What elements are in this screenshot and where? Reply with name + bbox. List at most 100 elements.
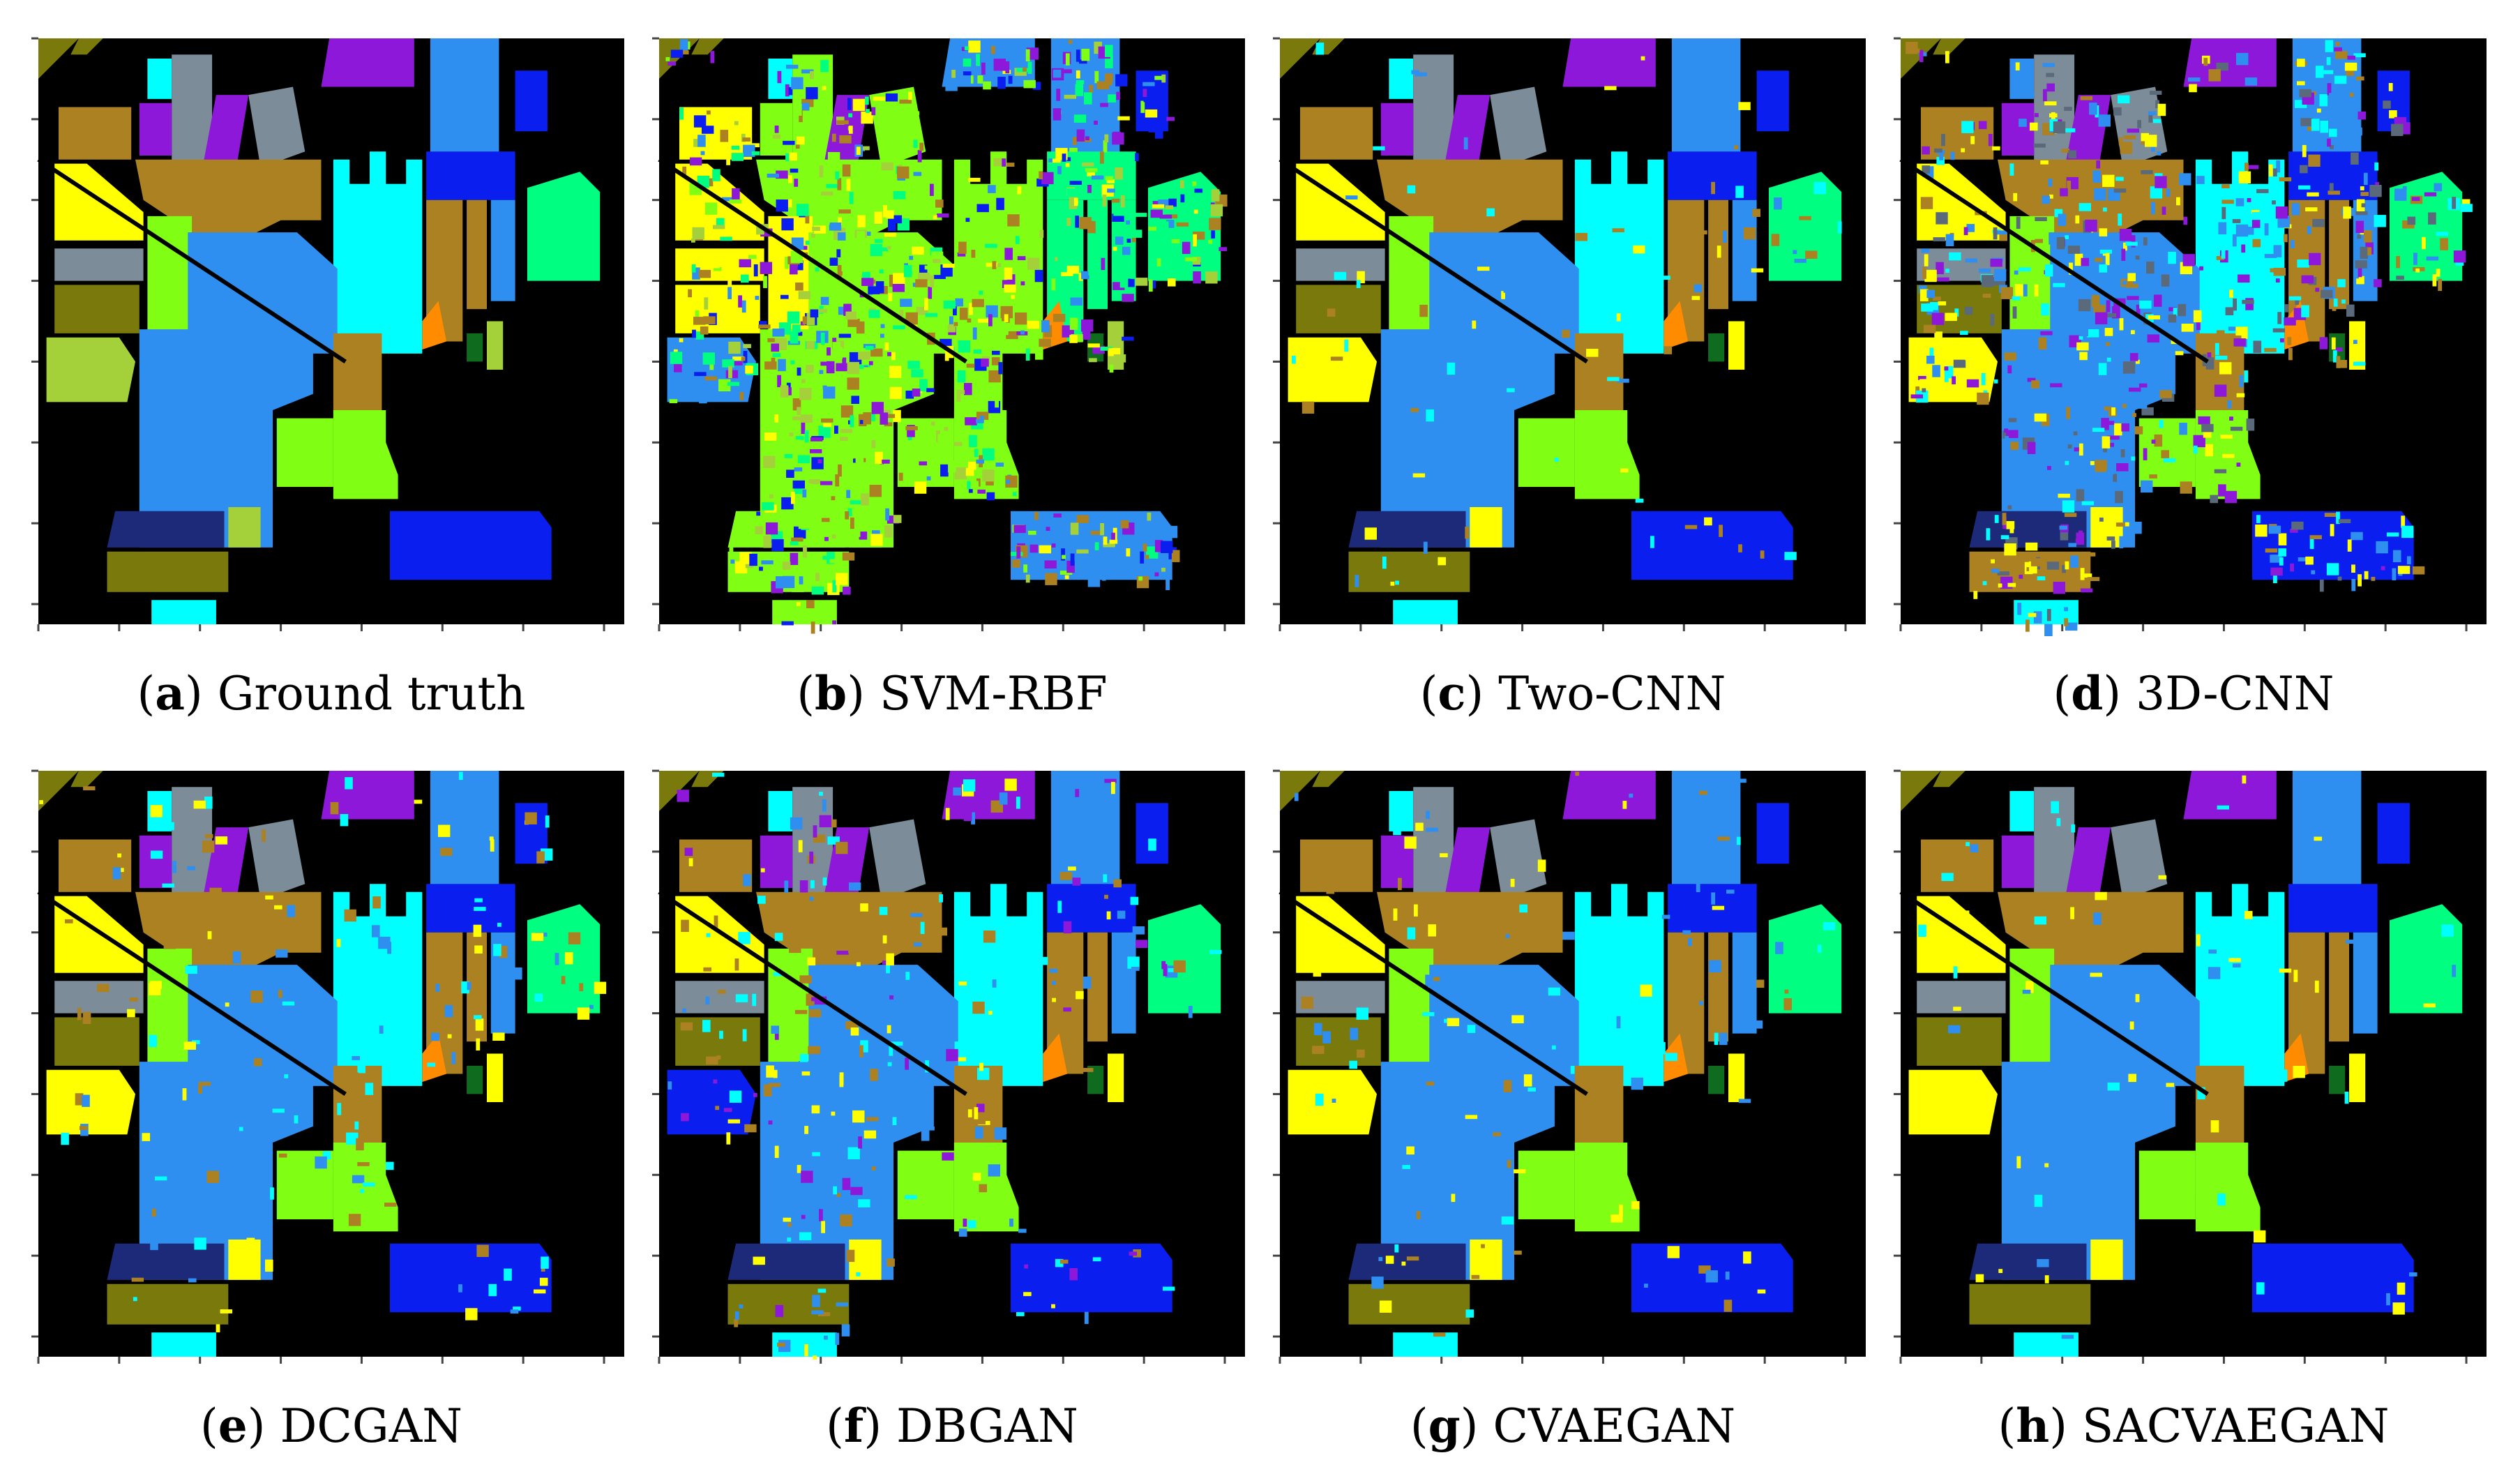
region-olive-top xyxy=(691,38,724,55)
speckle xyxy=(1687,937,1692,947)
speckle xyxy=(964,46,969,51)
speckle xyxy=(379,1025,384,1034)
speckle xyxy=(2048,179,2053,187)
speckle xyxy=(1965,910,1970,919)
speckle xyxy=(265,1259,273,1272)
region-orange-small xyxy=(422,1033,447,1083)
region-purple-top xyxy=(1562,771,1656,820)
speckle xyxy=(1575,771,1580,776)
speckle xyxy=(907,918,919,927)
speckle xyxy=(119,868,124,873)
speckle xyxy=(796,436,804,440)
speckle xyxy=(957,370,966,383)
speckle xyxy=(1553,171,1562,176)
speckle xyxy=(907,111,920,116)
speckle xyxy=(1014,312,1027,325)
speckle xyxy=(777,1342,785,1347)
speckle xyxy=(2215,342,2219,356)
speckle xyxy=(1066,218,1071,226)
speckle xyxy=(842,552,855,561)
speckle xyxy=(2216,256,2225,260)
speckle xyxy=(2406,556,2411,564)
speckle xyxy=(930,251,944,256)
speckle xyxy=(836,841,848,854)
speckle xyxy=(1154,540,1163,552)
speckle xyxy=(282,1001,295,1006)
speckle xyxy=(2062,564,2066,573)
speckle xyxy=(2046,83,2055,92)
speckle xyxy=(706,933,711,937)
speckle xyxy=(1115,167,1123,180)
speckle xyxy=(1181,181,1194,186)
speckle xyxy=(1622,801,1627,809)
speckle xyxy=(2080,96,2093,100)
speckle xyxy=(1919,379,1928,387)
speckle xyxy=(2423,1003,2436,1008)
speckle xyxy=(2273,575,2277,584)
speckle xyxy=(2080,324,2088,337)
speckle xyxy=(965,467,974,476)
region-green-right xyxy=(1769,172,1842,281)
speckle xyxy=(996,197,1004,211)
speckle xyxy=(2155,100,2159,109)
speckle xyxy=(2064,618,2068,626)
speckle xyxy=(763,276,767,288)
speckle xyxy=(2125,241,2138,246)
region-yg-left xyxy=(1908,1069,1998,1135)
speckle xyxy=(848,529,861,537)
speckle xyxy=(172,861,176,873)
speckle xyxy=(2288,296,2302,301)
speckle xyxy=(1027,257,1040,270)
speckle xyxy=(545,815,550,828)
speckle xyxy=(2252,239,2261,248)
speckle xyxy=(1313,1023,1322,1036)
speckle xyxy=(693,115,707,128)
speckle xyxy=(2119,536,2124,549)
speckle xyxy=(849,882,861,891)
speckle xyxy=(1051,543,1056,548)
speckle xyxy=(930,247,943,256)
region-cyan-bottom xyxy=(151,1332,216,1357)
speckle xyxy=(1010,805,1023,813)
speckle xyxy=(2029,561,2037,574)
speckle xyxy=(162,883,174,888)
speckle xyxy=(2044,101,2057,106)
speckle xyxy=(1039,545,1051,554)
speckle xyxy=(976,204,989,213)
speckle xyxy=(1034,511,1039,520)
speckle xyxy=(940,464,949,477)
speckle xyxy=(861,493,869,506)
classification-map-svm-rbf xyxy=(652,37,1245,634)
region-lime-mid xyxy=(2138,1150,2196,1219)
speckle xyxy=(2264,223,2269,236)
speckle xyxy=(1404,836,1417,849)
speckle xyxy=(893,325,905,330)
speckle xyxy=(1130,229,1142,238)
speckle xyxy=(773,972,786,977)
speckle xyxy=(2158,875,2167,880)
speckle xyxy=(2103,161,2115,170)
speckle xyxy=(866,1117,879,1122)
speckle xyxy=(847,98,852,110)
speckle xyxy=(165,906,178,910)
speckle xyxy=(2371,577,2376,581)
speckle xyxy=(1481,1141,1486,1154)
region-lime-left xyxy=(147,948,193,1066)
speckle xyxy=(232,951,241,964)
speckle xyxy=(2396,276,2404,280)
speckle xyxy=(857,306,869,319)
speckle xyxy=(221,914,226,927)
speckle xyxy=(1104,894,1108,899)
speckle xyxy=(868,310,880,318)
speckle xyxy=(2114,423,2122,436)
speckle xyxy=(776,170,788,179)
speckle xyxy=(1794,259,1806,263)
speckle xyxy=(681,919,689,932)
speckle xyxy=(1775,942,1783,954)
speckle xyxy=(745,564,754,568)
speckle xyxy=(2099,228,2108,236)
speckle xyxy=(734,958,739,971)
speckle xyxy=(824,165,837,170)
speckle xyxy=(871,439,876,449)
speckle xyxy=(845,511,850,520)
